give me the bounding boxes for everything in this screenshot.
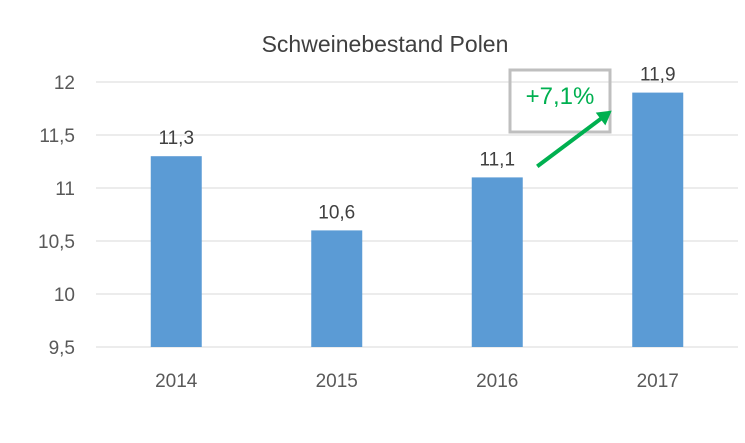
x-tick-label: 2015	[316, 371, 358, 392]
y-tick-label: 10	[54, 285, 75, 306]
y-tick-label: 10,5	[38, 232, 75, 253]
data-label-2017: 11,9	[640, 65, 676, 86]
x-tick-label: 2017	[637, 371, 679, 392]
bar-2016	[471, 177, 523, 347]
gridlines	[96, 81, 738, 348]
x-tick-label: 2014	[155, 371, 198, 392]
bar-2014	[150, 156, 202, 347]
x-tick-label: 2016	[476, 371, 518, 392]
data-labels: 11,3 10,6 11,1 11,9	[158, 65, 675, 224]
growth-arrow-line	[536, 115, 604, 169]
bar-2017	[632, 92, 684, 347]
data-label-2016: 11,1	[479, 149, 515, 170]
chart-title: Schweinebestand Polen	[262, 31, 509, 57]
bar-2015	[311, 230, 363, 347]
growth-arrow-head	[595, 110, 612, 126]
annotation-text: +7,1%	[526, 83, 595, 110]
y-tick-label: 9,5	[49, 338, 75, 359]
y-tick-label: 11	[55, 179, 75, 200]
x-axis-ticks: 2014 2015 2016 2017	[155, 371, 679, 392]
y-tick-label: 12	[54, 73, 75, 94]
y-tick-label: 11,5	[39, 126, 75, 147]
data-label-2014: 11,3	[158, 128, 194, 149]
data-label-2015: 10,6	[318, 202, 355, 223]
growth-annotation: +7,1%	[508, 68, 612, 169]
annotation-box	[508, 68, 612, 134]
bars	[150, 92, 684, 347]
y-axis-ticks: 9,5 10 10,5 11 11,5 12	[38, 73, 75, 359]
